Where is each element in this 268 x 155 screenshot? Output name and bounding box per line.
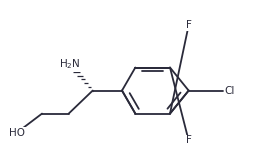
Text: H$_2$N: H$_2$N	[59, 58, 81, 71]
Text: F: F	[186, 20, 192, 30]
Text: HO: HO	[9, 128, 25, 138]
Text: F: F	[186, 135, 192, 146]
Text: Cl: Cl	[225, 86, 235, 95]
